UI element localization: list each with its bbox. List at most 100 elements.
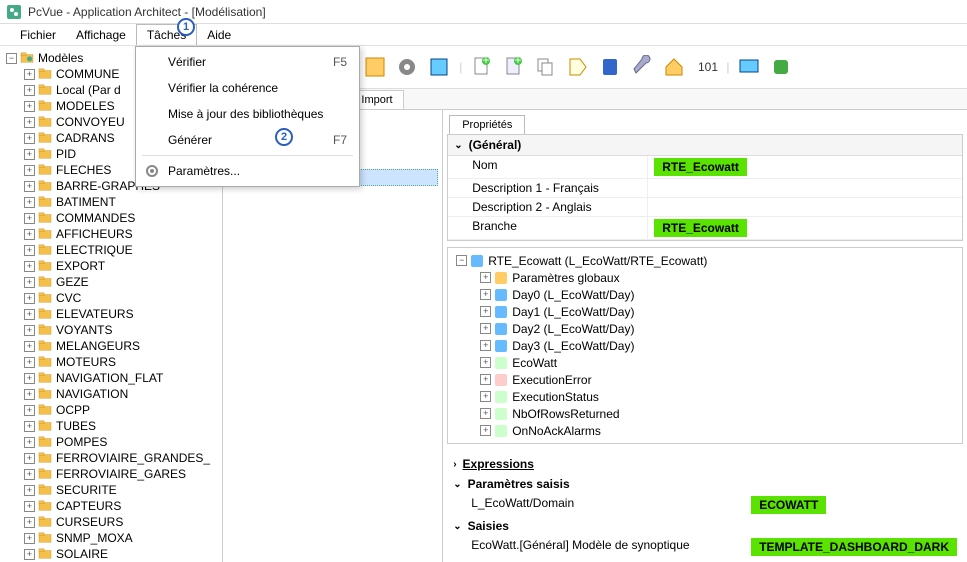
tab-proprietes[interactable]: Propriétés (449, 115, 525, 135)
expand-icon[interactable]: + (24, 437, 35, 448)
dd-verifier-coherence[interactable]: Vérifier la cohérence (136, 75, 359, 101)
expand-icon[interactable]: + (24, 165, 35, 176)
home-icon[interactable] (662, 55, 686, 79)
sub-tree-item[interactable]: +Day2 (L_EcoWatt/Day) (476, 320, 958, 337)
tree-item[interactable]: +ELECTRIQUE (24, 242, 220, 258)
expand-icon[interactable]: + (24, 373, 35, 384)
expand-icon[interactable]: + (24, 325, 35, 336)
tree-item[interactable]: +TUBES (24, 418, 220, 434)
tree-item[interactable]: +GEZE (24, 274, 220, 290)
tree-item[interactable]: +MELANGEURS (24, 338, 220, 354)
puzzle-icon[interactable] (769, 55, 793, 79)
expand-icon[interactable]: + (24, 229, 35, 240)
tool-icon[interactable] (363, 55, 387, 79)
expr-header-expressions[interactable]: › Expressions (447, 454, 963, 474)
sub-tree-item[interactable]: +EcoWatt (476, 354, 958, 371)
doc-plus-icon[interactable]: + (502, 55, 526, 79)
gear-icon[interactable] (395, 55, 419, 79)
expand-icon[interactable]: + (24, 245, 35, 256)
screen-icon[interactable] (737, 55, 761, 79)
tree-item[interactable]: +NAVIGATION_FLAT (24, 370, 220, 386)
tool-icon[interactable] (427, 55, 451, 79)
tree-item[interactable]: +MOTEURS (24, 354, 220, 370)
expand-icon[interactable]: + (24, 421, 35, 432)
collapse-icon[interactable]: − (456, 255, 467, 266)
expand-icon[interactable]: + (480, 425, 491, 436)
prop-value[interactable] (648, 198, 962, 216)
expand-icon[interactable]: + (480, 340, 491, 351)
sub-tree-item[interactable]: +Paramètres globaux (476, 269, 958, 286)
tree-item[interactable]: +SECURITE (24, 482, 220, 498)
expand-icon[interactable]: + (24, 405, 35, 416)
expr-header-param[interactable]: ⌄ Paramètres saisis (447, 474, 963, 494)
expr-header-saisies[interactable]: ⌄ Saisies (447, 516, 963, 536)
expand-icon[interactable]: + (24, 117, 35, 128)
expand-icon[interactable]: + (24, 261, 35, 272)
tree-item[interactable]: +AFFICHEURS (24, 226, 220, 242)
tree-item[interactable]: +FERROVIAIRE_GRANDES_ (24, 450, 220, 466)
expand-icon[interactable]: + (480, 289, 491, 300)
prop-value[interactable]: RTE_Ecowatt (648, 217, 962, 239)
sub-tree-item[interactable]: +OnNoAckAlarms (476, 422, 958, 439)
expand-icon[interactable]: + (24, 85, 35, 96)
sub-tree-item[interactable]: +Day1 (L_EcoWatt/Day) (476, 303, 958, 320)
expand-icon[interactable]: + (480, 306, 491, 317)
expand-icon[interactable]: + (24, 453, 35, 464)
dd-generer[interactable]: Générer F7 (136, 127, 359, 153)
expand-icon[interactable]: + (24, 357, 35, 368)
expand-icon[interactable]: + (24, 469, 35, 480)
tree-item[interactable]: +SOLAIRE (24, 546, 220, 562)
expand-icon[interactable]: + (24, 277, 35, 288)
tree-item[interactable]: +POMPES (24, 434, 220, 450)
expand-icon[interactable]: + (24, 309, 35, 320)
tag-icon[interactable] (566, 55, 590, 79)
expand-icon[interactable]: + (24, 101, 35, 112)
menu-aide[interactable]: Aide (197, 25, 241, 45)
sub-tree-item[interactable]: +NbOfRowsReturned (476, 405, 958, 422)
tree-item[interactable]: +CAPTEURS (24, 498, 220, 514)
dd-verifier[interactable]: Vérifier F5 (136, 49, 359, 75)
tree-item[interactable]: +CURSEURS (24, 514, 220, 530)
tree-item[interactable]: +CVC (24, 290, 220, 306)
binary-icon[interactable]: 101 (694, 55, 718, 79)
prop-section-general[interactable]: ⌄ (Général) (448, 135, 962, 156)
collapse-icon[interactable]: − (6, 53, 17, 64)
menu-fichier[interactable]: Fichier (10, 25, 66, 45)
sub-tree-item[interactable]: +Day3 (L_EcoWatt/Day) (476, 337, 958, 354)
expand-icon[interactable]: + (24, 341, 35, 352)
tree-item[interactable]: +VOYANTS (24, 322, 220, 338)
prop-value[interactable] (648, 179, 962, 197)
tree-item[interactable]: +ELEVATEURS (24, 306, 220, 322)
expand-icon[interactable]: + (480, 391, 491, 402)
tree-item[interactable]: +EXPORT (24, 258, 220, 274)
expand-icon[interactable]: + (24, 197, 35, 208)
dd-parametres[interactable]: Paramètres... (136, 158, 359, 184)
expand-icon[interactable]: + (24, 181, 35, 192)
copy-icon[interactable] (534, 55, 558, 79)
doc-plus-icon[interactable]: + (470, 55, 494, 79)
sub-root[interactable]: − RTE_Ecowatt (L_EcoWatt/RTE_Ecowatt) (452, 252, 958, 269)
expand-icon[interactable]: + (24, 149, 35, 160)
wrench-icon[interactable] (630, 55, 654, 79)
sub-tree-item[interactable]: +Day0 (L_EcoWatt/Day) (476, 286, 958, 303)
menu-affichage[interactable]: Affichage (66, 25, 136, 45)
tree-item[interactable]: +FERROVIAIRE_GARES (24, 466, 220, 482)
expand-icon[interactable]: + (24, 501, 35, 512)
expand-icon[interactable]: + (24, 389, 35, 400)
sub-tree-item[interactable]: +ExecutionError (476, 371, 958, 388)
tree-item[interactable]: +OCPP (24, 402, 220, 418)
expand-icon[interactable]: + (24, 293, 35, 304)
tree-item[interactable]: +SNMP_MOXA (24, 530, 220, 546)
expand-icon[interactable]: + (24, 485, 35, 496)
book-icon[interactable] (598, 55, 622, 79)
expand-icon[interactable]: + (24, 213, 35, 224)
expand-icon[interactable]: + (480, 408, 491, 419)
tree-item[interactable]: +NAVIGATION (24, 386, 220, 402)
expand-icon[interactable]: + (480, 357, 491, 368)
sub-tree-item[interactable]: +ExecutionStatus (476, 388, 958, 405)
expr-row-value[interactable]: ECOWATT (751, 496, 957, 514)
expr-row-value[interactable]: TEMPLATE_DASHBOARD_DARK (751, 538, 957, 556)
expand-icon[interactable]: + (480, 323, 491, 334)
expand-icon[interactable]: + (480, 272, 491, 283)
expand-icon[interactable]: + (24, 133, 35, 144)
